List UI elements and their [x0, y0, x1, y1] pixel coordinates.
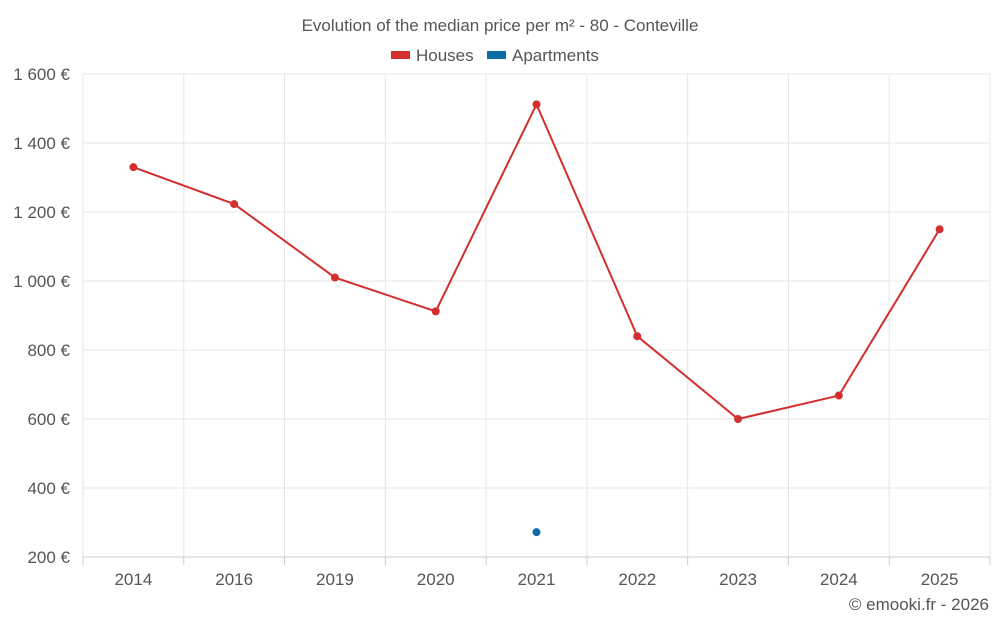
legend: Houses Apartments	[391, 46, 599, 65]
x-tick-label: 2016	[215, 570, 253, 589]
y-tick-label: 1 400 €	[13, 134, 70, 153]
data-point-apartments[interactable]	[532, 528, 541, 537]
data-point-houses[interactable]	[330, 273, 339, 282]
data-point-houses[interactable]	[633, 332, 642, 341]
data-point-houses[interactable]	[935, 225, 944, 234]
y-tick-label: 400 €	[27, 479, 70, 498]
y-tick-label: 1 000 €	[13, 272, 70, 291]
series-line-houses	[133, 101, 941, 421]
y-tick-label: 200 €	[27, 548, 70, 567]
x-tick-label: 2020	[417, 570, 455, 589]
x-tick-label: 2014	[114, 570, 152, 589]
y-tick-label: 1 600 €	[13, 65, 70, 84]
legend-swatch-apartments	[487, 51, 506, 59]
data-point-houses[interactable]	[129, 163, 138, 172]
y-tick-label: 1 200 €	[13, 203, 70, 222]
x-tick-label: 2025	[921, 570, 959, 589]
x-tick-label: 2021	[518, 570, 556, 589]
y-tick-label: 800 €	[27, 341, 70, 360]
data-point-houses[interactable]	[734, 415, 743, 423]
data-point-houses[interactable]	[431, 307, 440, 316]
x-tick-label: 2019	[316, 570, 354, 589]
x-tick-label: 2022	[618, 570, 656, 589]
chart-title: Evolution of the median price per m² - 8…	[302, 16, 699, 35]
data-point-houses[interactable]	[532, 100, 541, 109]
legend-item-apartments[interactable]: Apartments	[487, 46, 599, 65]
y-tick-label: 600 €	[27, 410, 70, 429]
data-point-houses[interactable]	[834, 391, 843, 400]
x-tick-label: 2024	[820, 570, 858, 589]
data-point-houses[interactable]	[230, 200, 239, 209]
legend-label-houses: Houses	[416, 46, 474, 65]
legend-item-houses[interactable]: Houses	[391, 46, 474, 65]
x-tick-label: 2023	[719, 570, 757, 589]
legend-label-apartments: Apartments	[512, 46, 599, 65]
legend-swatch-houses	[391, 51, 410, 59]
credit-text: © emooki.fr - 2026	[849, 595, 989, 614]
